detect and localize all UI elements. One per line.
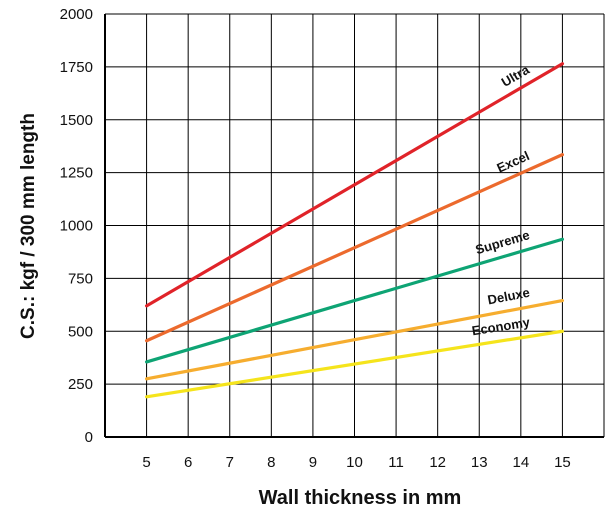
series-line <box>144 329 565 399</box>
x-tick-label: 15 <box>554 454 571 471</box>
series-label: Supreme <box>474 227 532 257</box>
series-label: Economy <box>471 314 532 338</box>
x-axis-title: Wall thickness in mm <box>259 487 462 509</box>
x-tick-label: 9 <box>309 454 317 471</box>
y-tick-label: 500 <box>68 323 93 340</box>
y-tick-label: 1000 <box>60 218 93 235</box>
y-tick-labels: 0 250 500 750 1000 1250 1500 1750 2000 <box>60 6 93 446</box>
y-tick-label: 750 <box>68 270 93 287</box>
x-tick-label: 5 <box>142 454 150 471</box>
series-label: Deluxe <box>486 285 531 308</box>
y-tick-label: 2000 <box>60 6 93 23</box>
series-line <box>144 62 565 308</box>
y-tick-label: 250 <box>68 376 93 393</box>
y-tick-label: 0 <box>85 429 93 446</box>
series-line <box>144 153 565 343</box>
y-tick-label: 1250 <box>60 165 93 182</box>
y-tick-label: 1750 <box>60 59 93 76</box>
x-tick-label: 11 <box>388 454 404 471</box>
x-tick-label: 10 <box>346 454 363 471</box>
series-line <box>144 237 565 364</box>
series-line <box>144 298 565 381</box>
x-tick-label: 7 <box>226 454 234 471</box>
x-tick-label: 12 <box>429 454 446 471</box>
y-axis-title: C.S.: kgf / 300 mm length <box>18 113 39 339</box>
x-tick-label: 14 <box>512 454 529 471</box>
x-tick-label: 13 <box>471 454 488 471</box>
x-tick-label: 8 <box>267 454 275 471</box>
axes <box>104 14 604 438</box>
x-tick-labels: 5 6 7 8 9 10 11 12 13 14 15 <box>142 454 570 471</box>
series-lines <box>144 62 565 399</box>
x-tick-label: 6 <box>184 454 192 471</box>
y-tick-label: 1500 <box>60 112 93 129</box>
